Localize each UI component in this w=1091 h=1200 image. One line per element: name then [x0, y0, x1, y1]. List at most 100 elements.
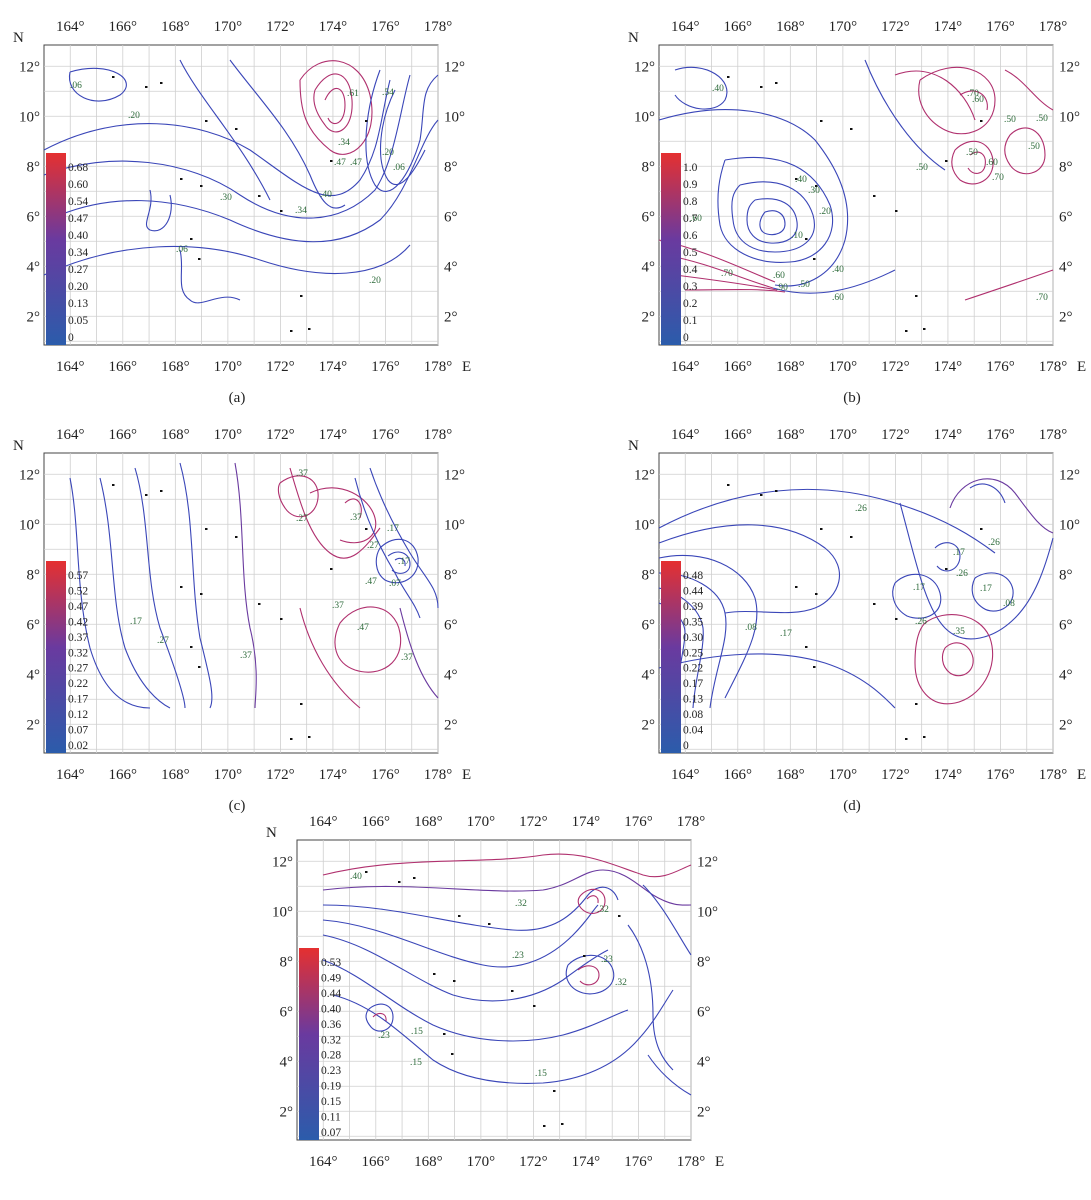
contour-line — [387, 551, 411, 574]
contour-line — [934, 542, 961, 572]
map-frame — [296, 839, 692, 1141]
colorbar-label: 0.37 — [68, 632, 88, 644]
lon-tick-top: 176° — [986, 19, 1015, 35]
panel-caption: (d) — [843, 798, 861, 814]
contour-label: .17 — [780, 629, 792, 639]
contour-label: .15 — [410, 1058, 422, 1068]
island-marker — [905, 738, 908, 740]
lon-tick-bottom: 178° — [424, 767, 453, 783]
island-marker — [145, 494, 148, 496]
island-marker — [451, 1053, 454, 1055]
colorbar-label: 0.48 — [683, 570, 703, 582]
lon-tick-bottom: 164° — [309, 1154, 338, 1170]
lon-tick-bottom: 176° — [624, 1154, 653, 1170]
lon-tick-bottom: 164° — [56, 359, 85, 375]
contour-line — [179, 59, 271, 201]
colorbar-label: 0.8 — [683, 196, 698, 208]
contour-line — [772, 269, 896, 294]
contour-label: .26 — [988, 538, 1000, 548]
east-label: E — [462, 359, 471, 375]
island-marker — [200, 185, 203, 187]
island-marker — [820, 528, 823, 530]
contour-line — [949, 478, 1054, 534]
island-marker — [160, 82, 163, 84]
lon-tick-bottom: 164° — [671, 767, 700, 783]
contour-label: .08 — [745, 623, 757, 633]
contour-line — [892, 573, 942, 619]
lon-tick-top: 168° — [161, 427, 190, 443]
contour-label: .50 — [966, 148, 978, 158]
island-marker — [895, 618, 898, 620]
lat-tick-left: 8° — [642, 567, 656, 583]
lon-tick-bottom: 174° — [572, 1154, 601, 1170]
lon-tick-top: 172° — [881, 427, 910, 443]
contour-line — [322, 934, 609, 1002]
map-figure-d: .26 .26 .17 .26 .17 .17 .08 .08 .17 .26 .35 0.48 0.4… — [628, 427, 1086, 814]
lon-tick-top: 170° — [214, 19, 243, 35]
contour-line — [69, 477, 151, 709]
contour-line — [322, 853, 692, 878]
contour-label: .17 — [130, 617, 142, 627]
lon-tick-bottom: 166° — [724, 767, 753, 783]
lon-tick-bottom: 166° — [724, 359, 753, 375]
lat-tick-right: 12° — [1059, 59, 1080, 75]
lon-tick-top: 176° — [371, 427, 400, 443]
lat-tick-left: 6° — [27, 617, 41, 633]
lat-tick-right: 10° — [1059, 109, 1080, 125]
map-figure-a: .06.20.61.54.34.47.47.20.06.40.30.34.06.… — [13, 19, 471, 406]
island-marker — [330, 568, 333, 570]
contour-line — [918, 66, 996, 135]
lon-tick-top: 166° — [724, 427, 753, 443]
island-marker — [330, 160, 333, 162]
lat-tick-left: 6° — [642, 617, 656, 633]
contour-line — [322, 886, 619, 931]
lon-tick-bottom: 174° — [319, 767, 348, 783]
map-panel-d: .26 .26 .17 .26 .17 .17 .08 .08 .17 .26 .35 0.48 0.4… — [615, 408, 1091, 814]
lon-tick-top: 176° — [371, 19, 400, 35]
lon-tick-bottom: 170° — [214, 359, 243, 375]
lon-tick-top: 178° — [677, 814, 706, 830]
contour-line — [277, 475, 319, 518]
map-frame — [43, 452, 439, 754]
island-marker — [258, 603, 261, 605]
contour-line — [332, 989, 674, 1084]
lat-tick-right: 2° — [1059, 717, 1073, 733]
lat-tick-right: 10° — [1059, 517, 1080, 533]
lon-tick-top: 164° — [671, 427, 700, 443]
colorbar-label: 0.44 — [321, 988, 341, 1000]
contour-line — [658, 524, 841, 614]
colorbar-label: 0.47 — [68, 601, 88, 613]
contour-line — [674, 274, 778, 291]
contour-line — [577, 888, 606, 914]
contour-line — [864, 59, 946, 171]
lon-tick-bottom: 172° — [266, 767, 295, 783]
lat-tick-right: 6° — [444, 209, 458, 225]
contour-label: .30 — [220, 193, 232, 203]
lon-tick-top: 164° — [56, 427, 85, 443]
contour-label: .70 — [1036, 293, 1048, 303]
east-label: E — [1077, 767, 1086, 783]
contour-label: .17 — [980, 584, 992, 594]
colorbar-label: 0.32 — [68, 647, 88, 659]
contour-label: .47 — [365, 577, 377, 587]
lon-tick-top: 170° — [467, 814, 496, 830]
island-marker — [308, 736, 311, 738]
contour-label: .50 — [916, 163, 928, 173]
contour-line — [899, 502, 1054, 640]
island-marker — [112, 484, 115, 486]
island-marker — [205, 528, 208, 530]
island-marker — [365, 871, 368, 873]
contour-line — [145, 189, 172, 232]
contour-label: .15 — [535, 1069, 547, 1079]
lon-tick-bottom: 172° — [266, 359, 295, 375]
contour-line — [658, 653, 896, 709]
contour-label: .27 — [157, 636, 169, 646]
colorbar-label: 0.22 — [683, 663, 703, 675]
island-marker — [433, 973, 436, 975]
contour-lines — [43, 59, 439, 304]
lon-tick-bottom: 174° — [934, 359, 963, 375]
lat-tick-right: 12° — [444, 467, 465, 483]
lat-tick-left: 12° — [19, 467, 40, 483]
island-marker — [923, 328, 926, 330]
contour-line — [229, 59, 346, 209]
